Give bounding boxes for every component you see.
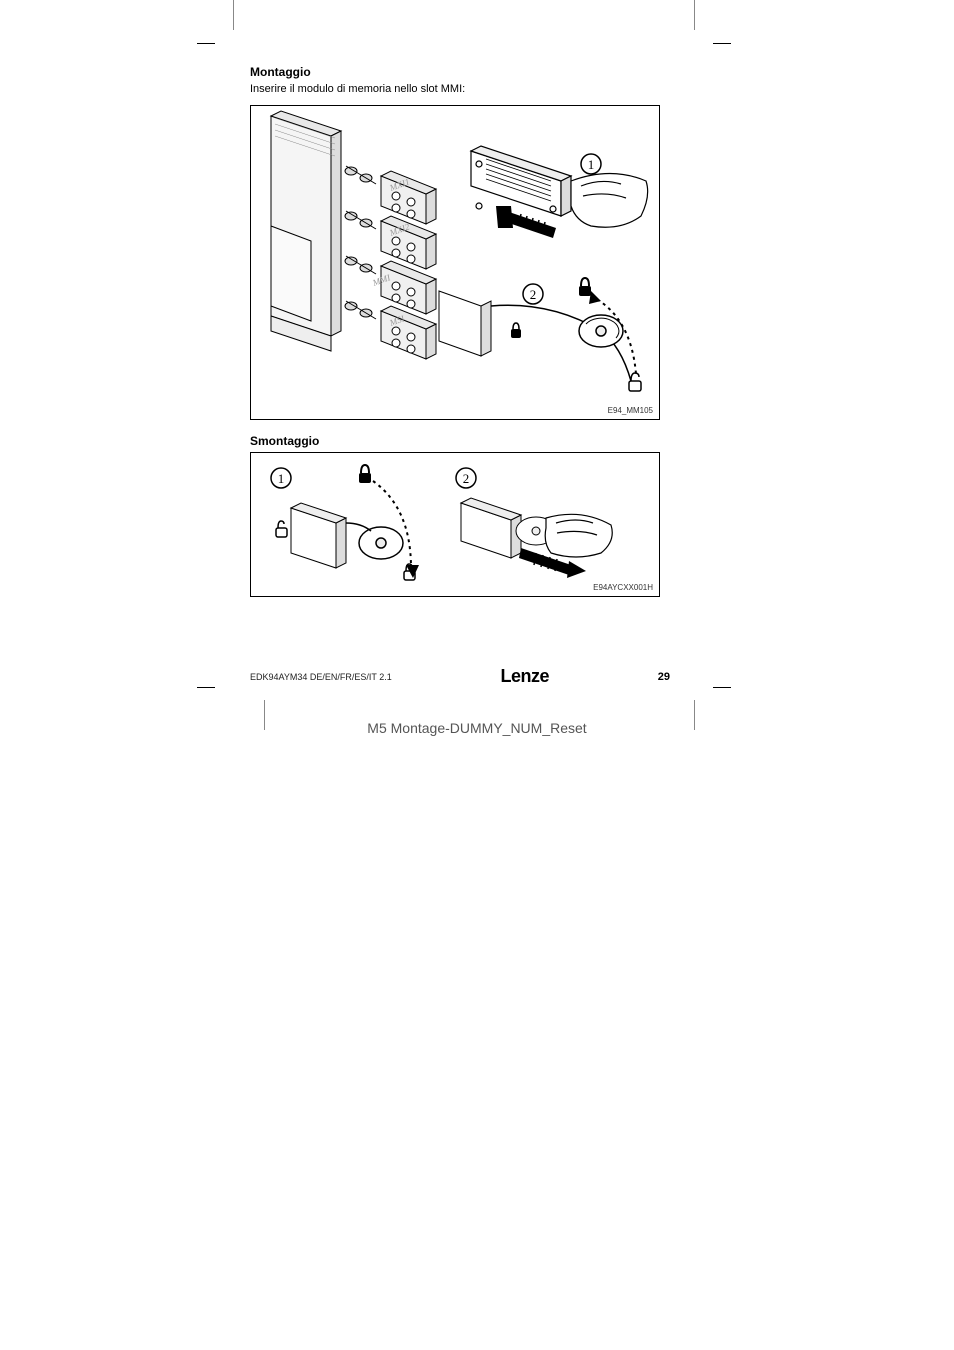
- lock-closed-icon-fig2: [359, 465, 371, 483]
- svg-text:1: 1: [278, 471, 285, 486]
- section-smontaggio-title: Smontaggio: [250, 434, 670, 448]
- lock-open-icon-fig2-left: [276, 521, 287, 537]
- figure-mounting-svg: MXI1 MXI2 MMI MSI: [251, 106, 659, 419]
- step-2-marker-fig2: 2: [456, 468, 476, 488]
- lock-closed-icon: [579, 278, 591, 296]
- lock-closed-small-icon: [511, 323, 521, 338]
- figure-dismounting: 1: [250, 452, 660, 597]
- figure1-ref: E94_MM105: [608, 406, 653, 415]
- page-footer: EDK94AYM34 DE/EN/FR/ES/IT 2.1 Lenze 29: [250, 666, 670, 687]
- figure-dismounting-svg: 1: [251, 453, 659, 596]
- page-content: Montaggio Inserire il modulo di memoria …: [250, 65, 670, 617]
- step-1-marker-fig2: 1: [271, 468, 291, 488]
- reset-marker: M5 Montage-DUMMY_NUM_Reset: [0, 720, 954, 736]
- svg-text:2: 2: [463, 471, 470, 486]
- section-montaggio-title: Montaggio: [250, 65, 670, 79]
- step-1-marker: 1: [581, 154, 601, 174]
- crop-tick-top-left-v: [233, 0, 234, 30]
- crop-mark-top-left: [197, 43, 215, 44]
- section-montaggio-caption: Inserire il modulo di memoria nello slot…: [250, 83, 670, 95]
- svg-text:1: 1: [588, 157, 595, 172]
- step-2-marker: 2: [523, 284, 543, 304]
- crop-mark-top-right: [713, 43, 731, 44]
- figure2-ref: E94AYCXX001H: [593, 583, 653, 592]
- footer-page-number: 29: [658, 671, 670, 683]
- crop-mark-bot-right: [713, 687, 731, 688]
- lock-open-icon: [629, 373, 641, 391]
- footer-docref: EDK94AYM34 DE/EN/FR/ES/IT 2.1: [250, 672, 392, 682]
- figure-mounting: MXI1 MXI2 MMI MSI: [250, 105, 660, 420]
- crop-mark-bot-left: [197, 687, 215, 688]
- svg-text:2: 2: [530, 287, 537, 302]
- footer-logo: Lenze: [500, 666, 549, 687]
- crop-tick-top-right-v: [694, 0, 695, 30]
